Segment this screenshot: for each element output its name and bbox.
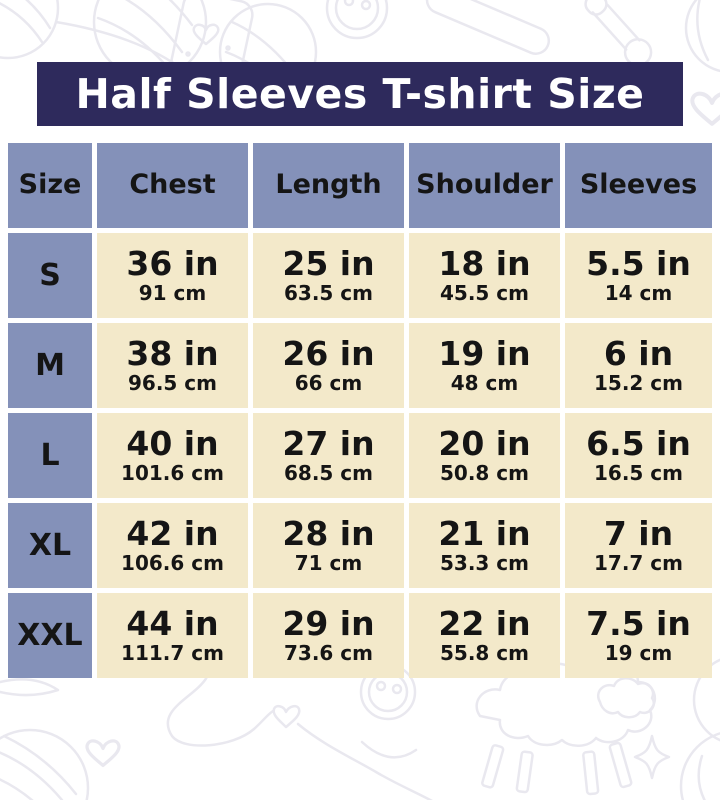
value-inches: 6 in xyxy=(603,333,674,373)
cell-s-chest: 36 in 91 cm xyxy=(97,233,248,318)
value-inches: 28 in xyxy=(282,513,375,553)
cell-xl-sleeves: 7 in 17.7 cm xyxy=(565,503,712,588)
column-header-sleeves: Sleeves xyxy=(565,143,712,228)
value-inches: 40 in xyxy=(126,423,219,463)
column-header-shoulder: Shoulder xyxy=(409,143,560,228)
thread-squiggle-icon xyxy=(166,656,433,800)
value-cm: 73.6 cm xyxy=(283,641,373,666)
value-inches: 22 in xyxy=(438,603,531,643)
cell-xl-shoulder: 21 in 53.3 cm xyxy=(409,503,560,588)
button-icon xyxy=(325,0,389,40)
value-cm: 91 cm xyxy=(138,281,207,306)
value-cm: 66 cm xyxy=(294,371,363,396)
yarn-ball-icon xyxy=(679,658,720,800)
cell-xl-chest: 42 in 106.6 cm xyxy=(97,503,248,588)
cell-m-chest: 38 in 96.5 cm xyxy=(97,323,248,408)
title-banner: Half Sleeves T-shirt Size xyxy=(37,62,683,126)
size-cell-xl: XL xyxy=(8,503,92,588)
value-inches: 20 in xyxy=(438,423,531,463)
value-cm: 16.5 cm xyxy=(593,461,683,486)
heart-icon xyxy=(85,739,121,768)
value-cm: 15.2 cm xyxy=(593,371,683,396)
cell-s-sleeves: 5.5 in 14 cm xyxy=(565,233,712,318)
yarn-ball-icon xyxy=(684,0,720,73)
value-inches: 29 in xyxy=(282,603,375,643)
heart-icon xyxy=(690,91,720,126)
column-header-size: Size xyxy=(8,143,92,228)
value-cm: 50.8 cm xyxy=(439,461,529,486)
value-inches: 21 in xyxy=(438,513,531,553)
knitting-needle-icon xyxy=(425,0,551,55)
value-cm: 17.7 cm xyxy=(593,551,683,576)
cell-m-length: 26 in 66 cm xyxy=(253,323,404,408)
value-cm: 45.5 cm xyxy=(439,281,529,306)
value-cm: 55.8 cm xyxy=(439,641,529,666)
yarn-ball-icon xyxy=(0,728,90,800)
value-cm: 106.6 cm xyxy=(121,551,224,576)
cell-m-shoulder: 19 in 48 cm xyxy=(409,323,560,408)
value-cm: 68.5 cm xyxy=(283,461,373,486)
value-inches: 5.5 in xyxy=(586,243,691,283)
value-inches: 18 in xyxy=(438,243,531,283)
value-cm: 71 cm xyxy=(294,551,363,576)
cell-s-shoulder: 18 in 45.5 cm xyxy=(409,233,560,318)
safety-pin-icon xyxy=(584,0,653,67)
page-title: Half Sleeves T-shirt Size xyxy=(75,70,645,118)
value-inches: 36 in xyxy=(126,243,219,283)
value-inches: 25 in xyxy=(282,243,375,283)
value-cm: 53.3 cm xyxy=(439,551,529,576)
value-cm: 111.7 cm xyxy=(121,641,224,666)
size-table: Size Chest Length Shoulder Sleeves S 36 in 91 c… xyxy=(8,143,712,678)
value-cm: 63.5 cm xyxy=(283,281,373,306)
sheep-icon xyxy=(475,661,657,796)
value-inches: 6.5 in xyxy=(586,423,691,463)
sparkle-icon xyxy=(633,734,671,780)
value-inches: 7.5 in xyxy=(586,603,691,643)
value-cm: 96.5 cm xyxy=(127,371,217,396)
cell-l-length: 27 in 68.5 cm xyxy=(253,413,404,498)
value-inches: 27 in xyxy=(282,423,375,463)
column-header-length: Length xyxy=(253,143,404,228)
cell-xxl-length: 29 in 73.6 cm xyxy=(253,593,404,678)
value-inches: 19 in xyxy=(438,333,531,373)
value-inches: 7 in xyxy=(603,513,674,553)
thread-arc-icon xyxy=(360,740,418,759)
cell-xxl-shoulder: 22 in 55.8 cm xyxy=(409,593,560,678)
cell-l-shoulder: 20 in 50.8 cm xyxy=(409,413,560,498)
cell-xxl-chest: 44 in 111.7 cm xyxy=(97,593,248,678)
value-inches: 42 in xyxy=(126,513,219,553)
size-cell-xxl: XXL xyxy=(8,593,92,678)
value-cm: 19 cm xyxy=(604,641,673,666)
knitting-needle-icon xyxy=(0,678,60,697)
value-cm: 48 cm xyxy=(450,371,519,396)
value-cm: 14 cm xyxy=(604,281,673,306)
size-cell-l: L xyxy=(8,413,92,498)
size-cell-s: S xyxy=(8,233,92,318)
cell-m-sleeves: 6 in 15.2 cm xyxy=(565,323,712,408)
cell-xl-length: 28 in 71 cm xyxy=(253,503,404,588)
value-inches: 26 in xyxy=(282,333,375,373)
cell-s-length: 25 in 63.5 cm xyxy=(253,233,404,318)
value-inches: 44 in xyxy=(126,603,219,643)
cell-l-chest: 40 in 101.6 cm xyxy=(97,413,248,498)
column-header-chest: Chest xyxy=(97,143,248,228)
cell-l-sleeves: 6.5 in 16.5 cm xyxy=(565,413,712,498)
value-inches: 38 in xyxy=(126,333,219,373)
size-cell-m: M xyxy=(8,323,92,408)
value-cm: 101.6 cm xyxy=(121,461,224,486)
cell-xxl-sleeves: 7.5 in 19 cm xyxy=(565,593,712,678)
